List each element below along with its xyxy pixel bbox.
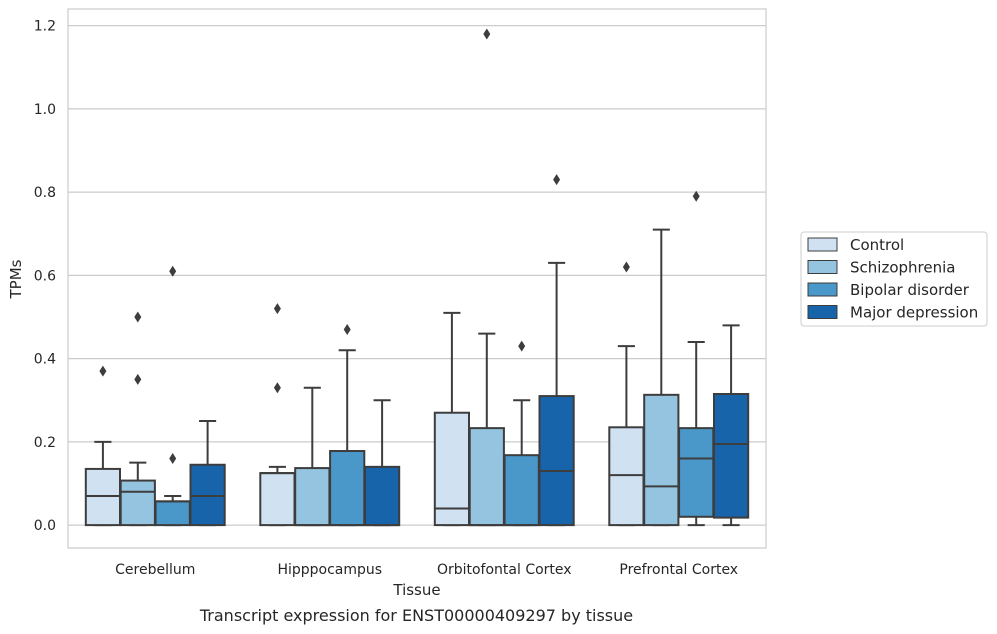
box-group <box>154 265 191 527</box>
box-group <box>468 28 505 527</box>
box-group <box>538 174 575 527</box>
legend-swatch <box>807 237 838 252</box>
box <box>294 467 331 527</box>
legend: Control Schizophrenia Bipolar disorder Majo… <box>800 231 988 327</box>
box-group <box>294 386 331 527</box>
box-group <box>329 323 366 527</box>
x-tick-labels: Cerebellum Hipppocampus Orbitofontal Corte… <box>115 562 738 578</box>
legend-label: Schizophrenia <box>850 259 955 277</box>
x-tick-label: Orbitofontal Cortex <box>437 562 572 578</box>
box-group <box>433 311 471 527</box>
outlier-point <box>273 382 281 394</box>
box-group <box>259 303 296 527</box>
outlier-point <box>622 261 630 273</box>
box <box>538 395 575 527</box>
y-tick-label: 0.0 <box>34 518 56 534</box>
outlier-point <box>343 323 351 335</box>
y-tick-label: 0.2 <box>34 435 56 451</box>
box-group <box>503 340 540 527</box>
outlier-point <box>553 174 561 186</box>
outlier-point <box>692 190 700 202</box>
box <box>468 427 505 527</box>
outlier-point <box>518 340 526 352</box>
figure-caption: Transcript expression for ENST0000040929… <box>199 606 634 625</box>
box <box>119 479 156 527</box>
x-tick-label: Cerebellum <box>115 562 195 578</box>
outlier-point <box>134 373 142 385</box>
y-tick-label: 1.2 <box>34 19 56 35</box>
box <box>154 500 191 527</box>
box <box>189 463 226 527</box>
box <box>433 411 471 527</box>
box <box>329 450 366 527</box>
box-group <box>608 261 645 527</box>
outlier-point <box>273 303 281 315</box>
boxes <box>84 28 750 527</box>
box <box>363 465 401 527</box>
legend-swatch <box>807 282 838 297</box>
box <box>643 393 680 527</box>
box-group <box>189 420 226 527</box>
x-tick-label: Hipppocampus <box>277 562 382 578</box>
box <box>259 472 296 527</box>
legend-swatch <box>807 305 838 319</box>
box <box>712 393 750 519</box>
y-tick-label: 0.4 <box>34 352 56 368</box>
box <box>503 454 540 527</box>
y-tick-label: 1.0 <box>34 102 56 118</box>
outlier-point <box>169 265 177 277</box>
box <box>678 427 715 518</box>
gridlines <box>68 25 766 526</box>
box-group <box>84 365 122 527</box>
outlier-point <box>483 28 491 40</box>
legend-label: Bipolar disorder <box>850 281 970 299</box>
x-tick-label: Prefrontal Cortex <box>619 562 738 578</box>
box-group <box>678 190 715 527</box>
box <box>608 426 645 527</box>
legend-label: Major depression <box>850 304 978 322</box>
outlier-point <box>134 311 142 323</box>
box-group <box>119 311 156 527</box>
box-group <box>363 399 401 527</box>
legend-frame <box>800 231 988 327</box>
legend-label: Control <box>850 236 904 254</box>
y-tick-label: 0.6 <box>34 268 56 284</box>
plot-area-frame <box>67 8 767 549</box>
y-tick-label: 0.8 <box>34 185 56 201</box>
box-group <box>643 228 680 527</box>
y-axis-label: TPMs <box>7 259 25 299</box>
outlier-point <box>99 365 107 377</box>
x-axis-label: Tissue <box>392 581 440 599</box>
outlier-point <box>169 453 177 465</box>
box <box>84 467 122 527</box>
legend-swatch <box>807 260 838 274</box>
y-tick-labels: 0.0 0.2 0.4 0.6 0.8 1.0 1.2 <box>34 19 56 534</box>
box-group <box>712 324 750 527</box>
